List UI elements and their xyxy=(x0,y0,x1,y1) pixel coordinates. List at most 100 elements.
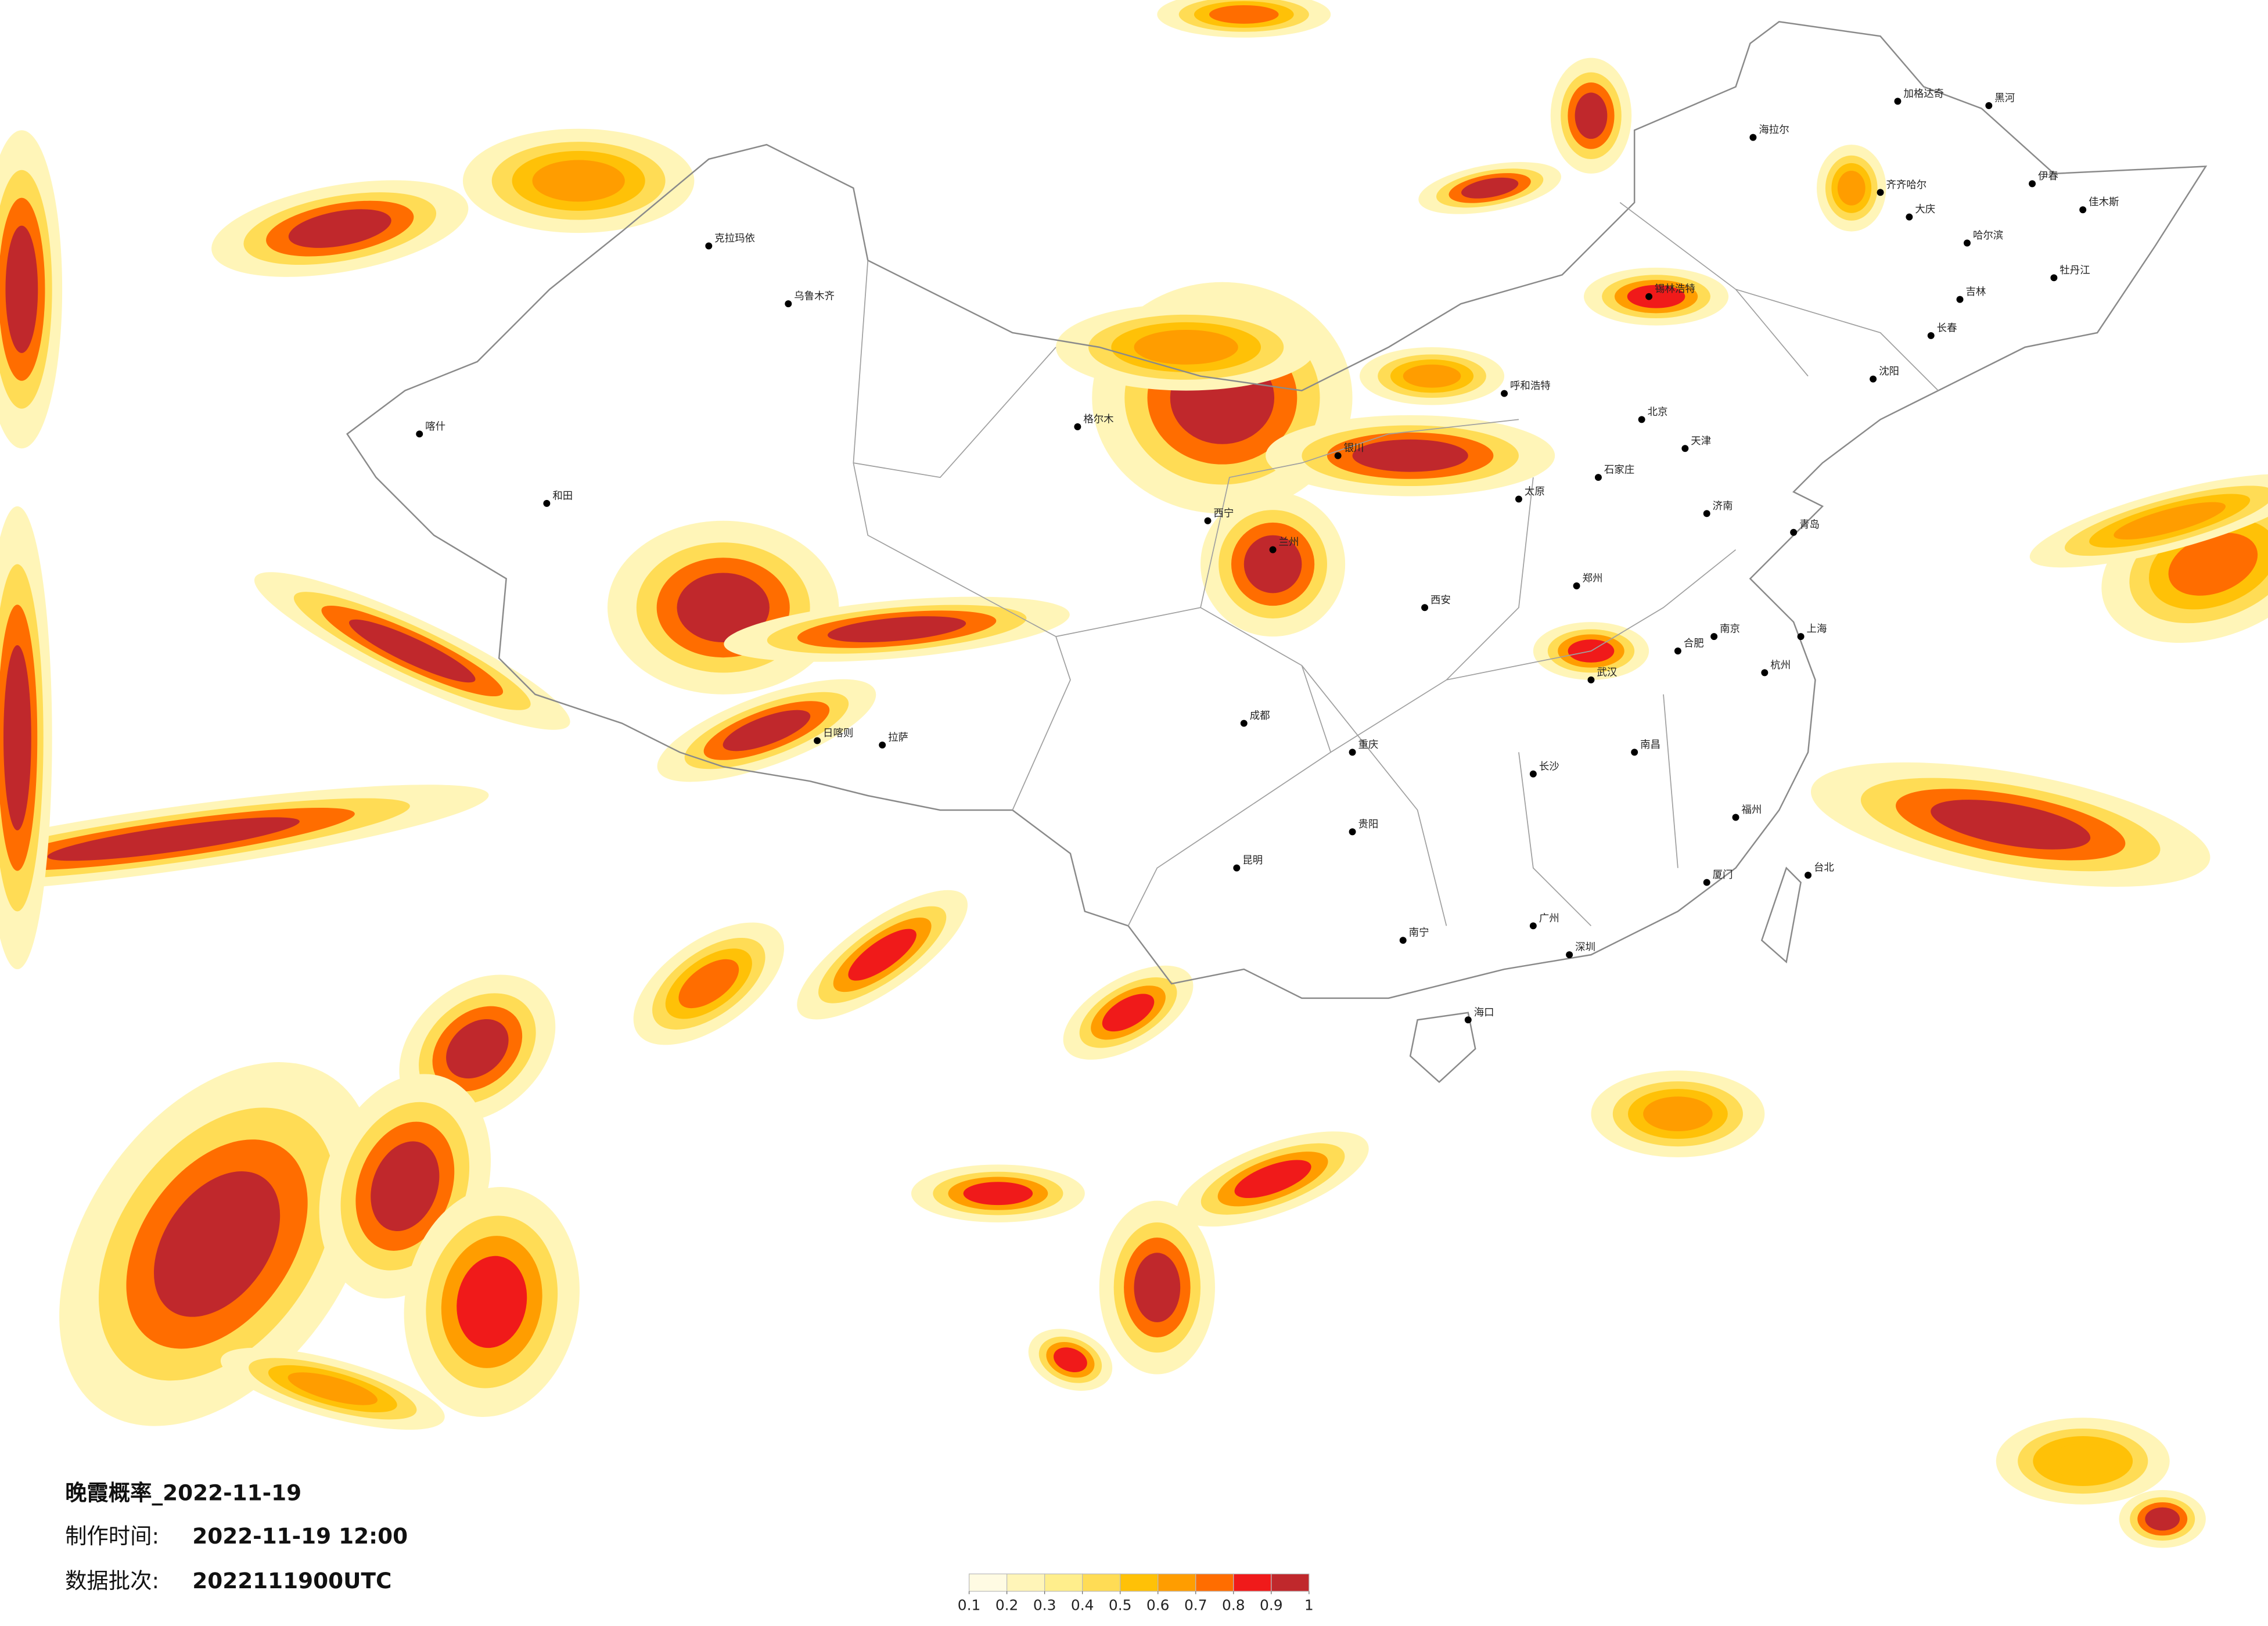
legend-swatch xyxy=(1044,1573,1083,1592)
legend-swatch xyxy=(1233,1573,1272,1592)
city-label: 福州 xyxy=(1741,804,1762,816)
city-label: 西宁 xyxy=(1213,508,1234,519)
city-dot xyxy=(1964,239,1971,247)
legend-tick-label: 0.3 xyxy=(1033,1597,1056,1614)
city-dot xyxy=(1204,517,1212,524)
city-label: 牡丹江 xyxy=(2059,265,2090,276)
legend-tick-label: 0.6 xyxy=(1146,1597,1170,1614)
city-dot xyxy=(2079,206,2087,214)
legend-tick-label: 0.1 xyxy=(958,1597,981,1614)
city-label: 乌鲁木齐 xyxy=(794,291,835,303)
city-dot xyxy=(1515,495,1522,503)
probability-blob xyxy=(288,209,391,248)
city-label: 济南 xyxy=(1713,501,1733,512)
city-label: 格尔木 xyxy=(1083,413,1113,425)
probability-blob xyxy=(827,616,966,643)
probability-blob xyxy=(287,1372,378,1405)
city-label: 长沙 xyxy=(1539,761,1559,772)
probability-field xyxy=(0,0,2268,1548)
city-label: 和田 xyxy=(552,490,573,502)
probability-blob xyxy=(3,645,31,830)
probability-blob xyxy=(1575,92,1608,139)
city-dot xyxy=(1703,510,1710,517)
probability-blob xyxy=(446,1019,509,1079)
city-dot xyxy=(1927,332,1935,339)
city-dot xyxy=(879,741,886,749)
city-dot xyxy=(1233,864,1241,872)
probability-blob xyxy=(532,160,625,202)
city-dot xyxy=(1240,720,1248,727)
city-label: 锡林浩特 xyxy=(1655,283,1695,295)
title: 晚霞概率_2022-11-19 xyxy=(65,1480,301,1505)
city-dot xyxy=(1732,814,1739,821)
probability-blob xyxy=(349,619,476,683)
city-label: 南昌 xyxy=(1640,739,1660,751)
city-dot xyxy=(1334,452,1342,459)
legend-swatch xyxy=(1195,1573,1234,1592)
city-dot xyxy=(1269,546,1277,553)
hainan-border xyxy=(1409,1012,1476,1084)
city-dot xyxy=(1638,416,1645,423)
legend-tick-label: 1 xyxy=(1304,1597,1314,1614)
legend-swatch xyxy=(1082,1573,1121,1592)
city-label: 合肥 xyxy=(1684,638,1704,650)
city-label: 贵阳 xyxy=(1358,819,1379,830)
city-dot xyxy=(2029,180,2036,188)
city-dot xyxy=(1790,528,1798,536)
city-dot xyxy=(543,499,551,507)
city-dot xyxy=(1710,633,1718,641)
batch-label: 数据批次: xyxy=(65,1568,159,1593)
city-dot xyxy=(1870,375,1877,383)
city-label: 厦门 xyxy=(1713,869,1733,881)
probability-blob xyxy=(2114,502,2226,539)
city-dot xyxy=(1674,647,1681,654)
city-label: 吉林 xyxy=(1965,286,1986,298)
city-label: 广州 xyxy=(1539,913,1559,924)
probability-blob xyxy=(1243,535,1302,593)
city-label: 重庆 xyxy=(1358,739,1379,751)
legend-swatch xyxy=(1271,1573,1310,1592)
city-label: 大庆 xyxy=(1915,204,1935,215)
city-label: 太原 xyxy=(1525,486,1545,498)
city-dot xyxy=(1529,922,1537,930)
city-label: 黑河 xyxy=(1994,92,2015,104)
legend-tick-label: 0.5 xyxy=(1109,1597,1132,1614)
probability-blob xyxy=(963,1182,1033,1206)
probability-blob xyxy=(723,710,811,751)
city-dot xyxy=(1749,134,1757,141)
city-dot xyxy=(1501,390,1508,397)
legend-tick-label: 0.8 xyxy=(1222,1597,1245,1614)
city-label: 石家庄 xyxy=(1604,465,1634,476)
city-label: 沈阳 xyxy=(1879,366,1899,377)
city-label: 克拉玛依 xyxy=(714,233,755,244)
city-dot xyxy=(1797,633,1805,641)
city-label: 成都 xyxy=(1250,710,1270,722)
city-label: 喀什 xyxy=(425,421,445,433)
probability-blob xyxy=(2145,1507,2180,1531)
city-label: 昆明 xyxy=(1242,855,1263,866)
china-border xyxy=(346,21,2208,999)
legend-swatch xyxy=(968,1573,1008,1592)
legend-tick-label: 0.7 xyxy=(1184,1597,1207,1614)
city-dot xyxy=(785,300,792,308)
probability-blob xyxy=(1209,5,1279,24)
city-dot xyxy=(1956,296,1964,303)
city-dot xyxy=(1985,102,1993,109)
city-label: 西安 xyxy=(1430,595,1451,606)
legend: 0.1 0.2 0.3 0.4 0.5 0.6 0.7 0.8 0.9 1 xyxy=(958,1573,1314,1614)
city-label: 佳木斯 xyxy=(2089,197,2119,208)
city-dot xyxy=(1761,669,1769,677)
city-dot xyxy=(1464,1016,1472,1024)
city-dot xyxy=(1349,749,1356,756)
probability-blob xyxy=(371,1141,440,1232)
city-label: 长春 xyxy=(1937,322,1957,334)
city-label: 加格达奇 xyxy=(1903,88,1944,100)
city-label: 伊春 xyxy=(2038,171,2058,182)
city-dot xyxy=(1573,582,1580,589)
city-label: 银川 xyxy=(1344,443,1364,454)
city-label: 齐齐哈尔 xyxy=(1886,179,1927,191)
legend-swatch xyxy=(1120,1573,1159,1592)
city-dot xyxy=(2050,274,2058,282)
